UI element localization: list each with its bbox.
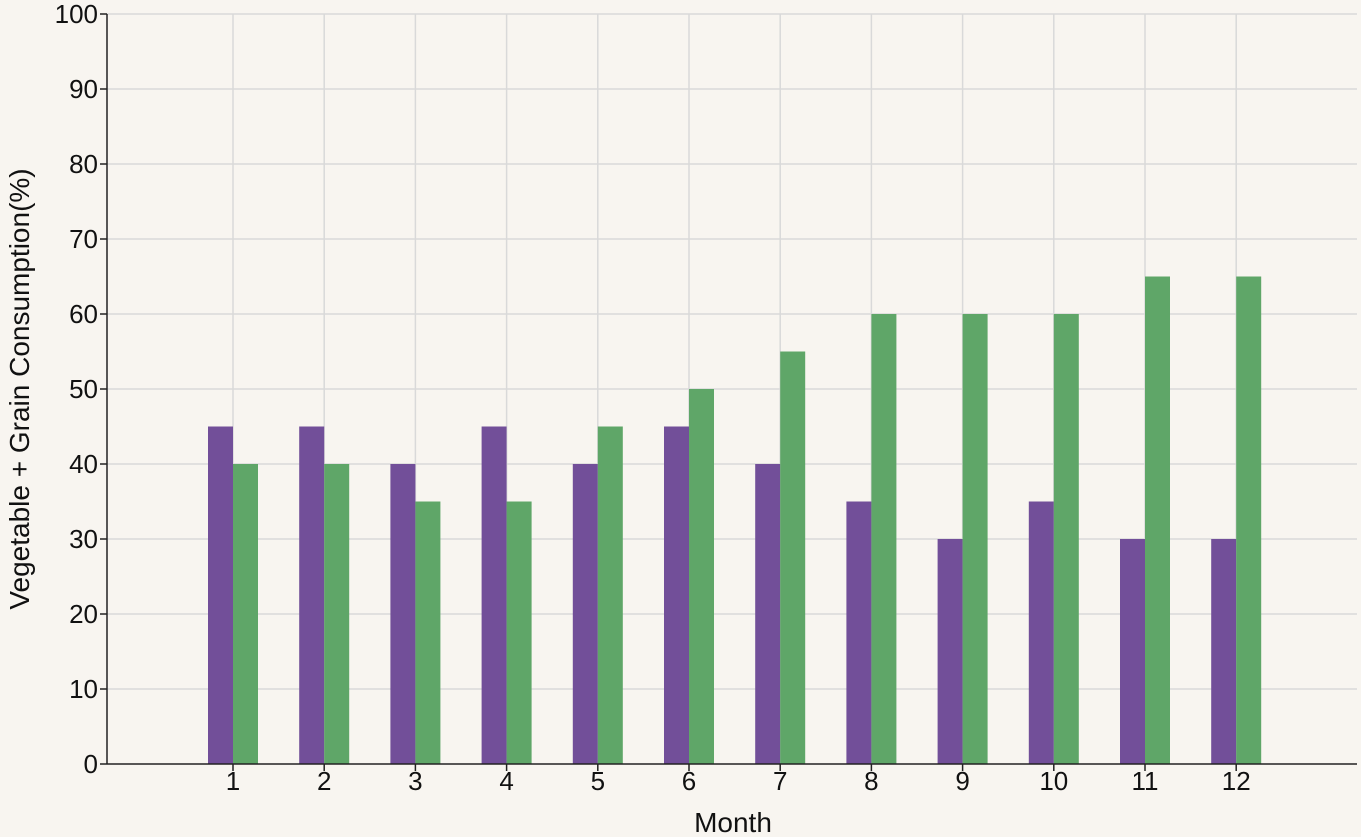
x-tick-label: 4 [499, 766, 513, 796]
bar-series-2-month-8 [871, 314, 897, 764]
bar-series-1-month-2 [299, 426, 325, 764]
x-tick-label: 1 [226, 766, 240, 796]
y-tick-label: 20 [69, 599, 98, 629]
y-tick-label: 10 [69, 674, 98, 704]
bar-series-2-month-10 [1053, 314, 1079, 764]
y-tick-label: 60 [69, 299, 98, 329]
x-tick-label: 5 [591, 766, 605, 796]
y-axis-title: Vegetable + Grain Consumption(%) [4, 168, 35, 609]
bar-series-1-month-3 [390, 464, 416, 764]
bar-series-1-month-8 [846, 501, 872, 764]
bar-series-1-month-5 [572, 464, 598, 764]
bars [208, 276, 1262, 764]
bar-series-1-month-4 [481, 426, 507, 764]
x-tick-label: 11 [1132, 766, 1159, 796]
axes [100, 13, 1357, 771]
x-tick-label: 7 [773, 766, 787, 796]
x-tick-label: 2 [317, 766, 331, 796]
x-tick-label: 3 [408, 766, 422, 796]
bar-series-1-month-1 [208, 426, 233, 764]
bar-series-2-month-7 [780, 351, 806, 764]
x-tick-label: 9 [955, 766, 969, 796]
y-tick-label: 40 [69, 449, 98, 479]
bar-series-1-month-9 [937, 539, 963, 764]
y-tick-label: 50 [69, 374, 98, 404]
bar-series-2-month-3 [415, 501, 441, 764]
y-tick-label: 70 [69, 224, 98, 254]
x-axis-title: Month [694, 807, 772, 837]
bar-series-2-month-12 [1236, 276, 1262, 764]
bar-series-1-month-11 [1120, 539, 1145, 764]
x-tick-label: 10 [1039, 766, 1068, 796]
x-tick-label: 8 [864, 766, 878, 796]
y-tick-label: 100 [55, 0, 98, 29]
bar-series-2-month-11 [1145, 276, 1170, 764]
bar-series-2-month-5 [597, 426, 623, 764]
bar-series-2-month-2 [324, 464, 350, 764]
bar-series-2-month-1 [233, 464, 258, 764]
bar-series-1-month-12 [1211, 539, 1237, 764]
y-tick-label: 90 [69, 74, 98, 104]
x-tick-label: 6 [682, 766, 696, 796]
bar-series-1-month-6 [664, 426, 689, 764]
x-tick-label: 12 [1222, 766, 1251, 796]
bar-series-1-month-10 [1028, 501, 1054, 764]
y-tick-label: 0 [84, 749, 98, 779]
bar-series-2-month-6 [689, 389, 714, 764]
bar-series-2-month-4 [506, 501, 532, 764]
y-tick-label: 80 [69, 149, 98, 179]
bar-series-1-month-7 [755, 464, 781, 764]
y-tick-label: 30 [69, 524, 98, 554]
bar-series-2-month-9 [962, 314, 988, 764]
